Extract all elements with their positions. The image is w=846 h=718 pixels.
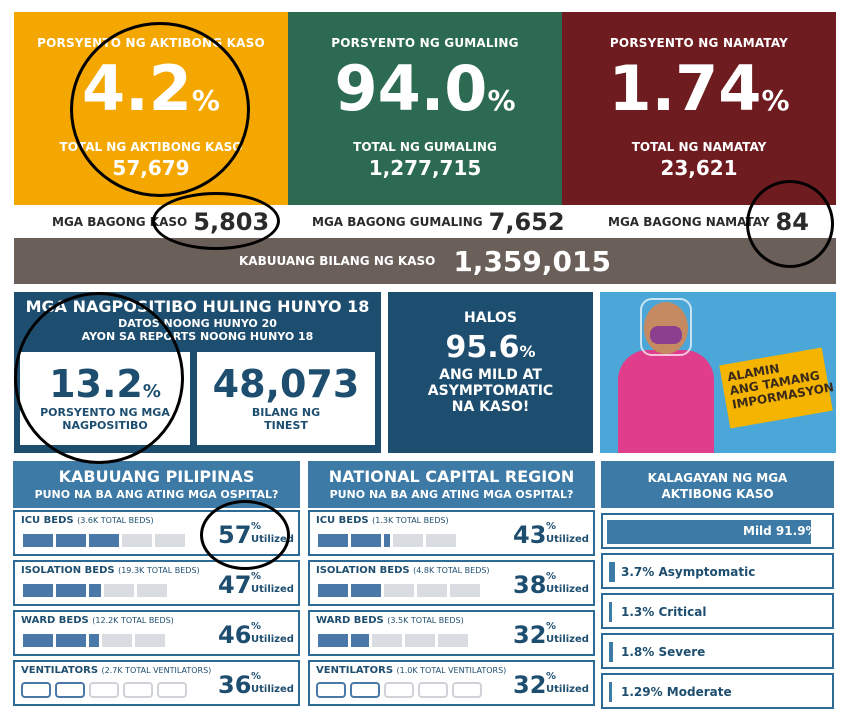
ph-ward-pct: 46	[218, 621, 252, 649]
mild-percent: 95.6	[445, 330, 520, 365]
recovered-title: PORSYENTO NG GUMALING	[331, 36, 519, 50]
ph-isolation-pct: 47	[218, 571, 252, 599]
status-critical-row: 1.3% Critical	[601, 593, 834, 629]
ncr-ventilators-pct: 32	[513, 671, 547, 699]
annotation-circle-icu	[200, 500, 290, 570]
promo-image: ALAMIN ANG TAMANG IMPORMASYON	[600, 292, 836, 453]
ph-ward-bars	[23, 634, 165, 647]
ncr-header: NATIONAL CAPITAL REGION PUNO NA BA ANG A…	[308, 461, 595, 508]
mild-bar	[607, 520, 811, 544]
annotation-circle-positivity	[14, 292, 184, 464]
annotation-circle-active	[70, 22, 250, 197]
promo-sign: ALAMIN ANG TAMANG IMPORMASYON	[719, 347, 835, 429]
recovered-card: PORSYENTO NG GUMALING 94.0% TOTAL NG GUM…	[288, 12, 562, 205]
total-cases-value: 1,359,015	[453, 244, 611, 278]
new-recovered: MGA BAGONG GUMALING 7,652	[312, 207, 565, 236]
deaths-card: PORSYENTO NG NAMATAY 1.74% TOTAL NG NAMA…	[562, 12, 836, 205]
ph-ventilators-row: VENTILATORS (2.7K TOTAL VENTILATORS) 36 …	[13, 660, 300, 706]
new-recovered-value: 7,652	[488, 207, 565, 236]
ncr-ward-row: WARD BEDS (3.5K TOTAL BEDS) 32 % Utilize…	[308, 610, 595, 656]
deaths-total-label: TOTAL NG NAMATAY	[631, 140, 767, 154]
ncr-isolation-pct: 38	[513, 571, 547, 599]
total-cases-bar: KABUUANG BILANG NG KASO 1,359,015	[14, 238, 836, 284]
mild-panel: HALOS 95.6% ANG MILD AT ASYMPTOMATIC NA …	[388, 292, 593, 453]
tested-count: 48,073	[212, 362, 360, 406]
ncr-icu-row: ICU BEDS (1.3K TOTAL BEDS) 43 % Utilized	[308, 510, 595, 556]
ph-ward-row: WARD BEDS (12.2K TOTAL BEDS) 46 % Utiliz…	[13, 610, 300, 656]
deaths-percent: 1.74%	[608, 52, 790, 125]
ph-icu-bars	[23, 534, 185, 547]
ncr-icu-bars	[318, 534, 456, 547]
recovered-total-label: TOTAL NG GUMALING	[353, 140, 497, 154]
ph-ventilator-icons	[21, 682, 187, 698]
ph-ventilators-pct: 36	[218, 671, 252, 699]
ph-title: KABUUANG PILIPINAS	[58, 467, 255, 486]
status-mild-row: Mild 91.9%	[601, 513, 834, 549]
ncr-isolation-row: ISOLATION BEDS (4.8K TOTAL BEDS) 38 % Ut…	[308, 560, 595, 606]
annotation-circle-new-deaths	[746, 180, 834, 268]
person-illustration	[618, 350, 714, 453]
deaths-total-value: 23,621	[660, 156, 738, 180]
status-severe-row: 1.8% Severe	[601, 633, 834, 669]
deaths-title: PORSYENTO NG NAMATAY	[609, 36, 789, 50]
ncr-isolation-bars	[318, 584, 480, 597]
face-shield-icon	[640, 298, 692, 356]
ph-subtitle: PUNO NA BA ANG ATING MGA OSPITAL?	[34, 488, 279, 501]
recovered-total-value: 1,277,715	[368, 156, 482, 180]
tested-label: BILANG NG TINEST	[251, 406, 321, 432]
ncr-icu-pct: 43	[513, 521, 547, 549]
status-moderate-row: 1.29% Moderate	[601, 673, 834, 709]
ncr-ward-pct: 32	[513, 621, 547, 649]
recovered-percent: 94.0%	[334, 52, 516, 125]
total-cases-label: KABUUANG BILANG NG KASO	[239, 254, 436, 268]
tested-box: 48,073 BILANG NG TINEST	[197, 352, 375, 445]
annotation-circle-new-cases	[152, 192, 280, 250]
mild-label: Mild 91.9%	[743, 524, 818, 538]
status-asymptomatic-row: 3.7% Asymptomatic	[601, 553, 834, 589]
ncr-ward-bars	[318, 634, 468, 647]
status-header: KALAGAYAN NG MGA AKTIBONG KASO	[601, 461, 834, 508]
ph-isolation-bars	[23, 584, 167, 597]
ncr-ventilators-row: VENTILATORS (1.0K TOTAL VENTILATORS) 32 …	[308, 660, 595, 706]
ncr-title: NATIONAL CAPITAL REGION	[328, 467, 575, 486]
ncr-subtitle: PUNO NA BA ANG ATING MGA OSPITAL?	[329, 488, 574, 501]
face-mask-icon	[650, 326, 682, 344]
ncr-ventilator-icons	[316, 682, 482, 698]
